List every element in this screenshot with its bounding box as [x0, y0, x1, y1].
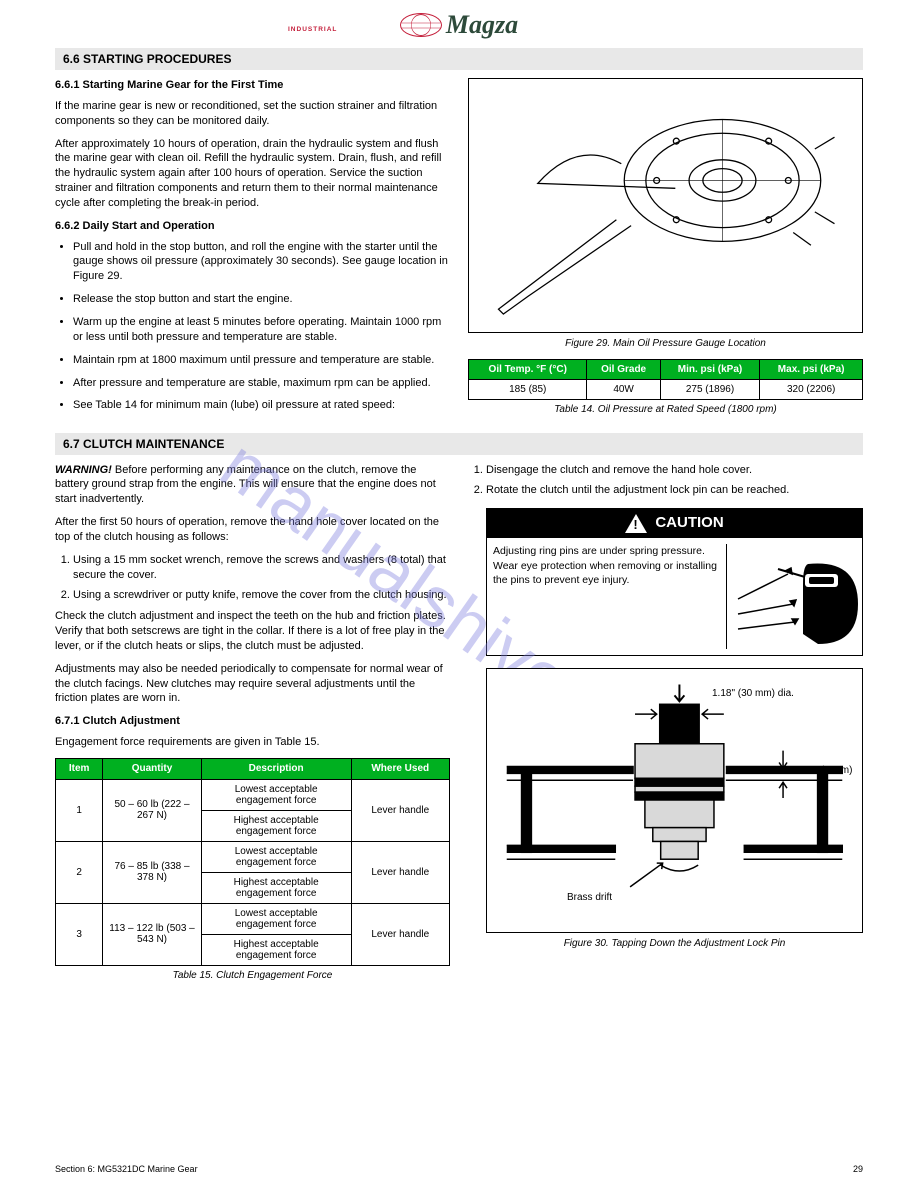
list-item: See Table 14 for minimum main (lube) oil… [73, 398, 450, 413]
td: Lever handle [351, 779, 450, 841]
footer: Section 6: MG5321DC Marine Gear 29 [55, 1164, 863, 1174]
td: Highest acceptable engagement force [201, 934, 351, 965]
footer-left: Section 6: MG5321DC Marine Gear [55, 1164, 198, 1174]
th: Oil Temp. °F (°C) [469, 359, 587, 380]
caution-body: Adjusting ring pins are under spring pre… [486, 538, 863, 656]
list-item: After pressure and temperature are stabl… [73, 376, 450, 391]
logo-industrial-text: INDUSTRIAL [288, 26, 337, 33]
td: 320 (2206) [760, 380, 863, 400]
list-item: Maintain rpm at 1800 maximum until press… [73, 353, 450, 368]
td: Highest acceptable engagement force [201, 810, 351, 841]
caution-label: CAUTION [655, 513, 723, 533]
footer-page: 29 [853, 1164, 863, 1174]
figure-29-caption: Figure 29. Main Oil Pressure Gauge Locat… [468, 337, 863, 351]
section-6-7-heading: 6.7 CLUTCH MAINTENANCE [55, 433, 863, 455]
td: Lowest acceptable engagement force [201, 841, 351, 872]
th: Quantity [103, 759, 202, 780]
list-item: Warm up the engine at least 5 minutes be… [73, 315, 450, 345]
para: After approximately 10 hours of operatio… [55, 137, 450, 211]
td: Lever handle [351, 903, 450, 965]
table-15: Item Quantity Description Where Used 1 5… [55, 758, 450, 966]
subhead-6-7-1: 6.7.1 Clutch Adjustment [55, 714, 450, 729]
fig30-dia-label: 1.18" (30 mm) dia. [712, 687, 794, 701]
td: Lowest acceptable engagement force [201, 779, 351, 810]
warning-para: WARNING! Before performing any maintenan… [55, 463, 450, 508]
list-item: Pull and hold in the stop button, and ro… [73, 240, 450, 285]
list-item: Rotate the clutch until the adjustment l… [486, 483, 863, 951]
th: Oil Grade [587, 359, 660, 380]
para: Adjustments may also be needed periodica… [55, 662, 450, 707]
td: Lowest acceptable engagement force [201, 903, 351, 934]
section-6-6-heading: 6.6 STARTING PROCEDURES [55, 48, 863, 70]
td: 40W [587, 380, 660, 400]
figure-29 [468, 78, 863, 333]
td: 3 [56, 903, 103, 965]
table-14: Oil Temp. °F (°C) Oil Grade Min. psi (kP… [468, 359, 863, 401]
list-item: Release the stop button and start the en… [73, 292, 450, 307]
th: Min. psi (kPa) [660, 359, 760, 380]
brand-text: Magza [446, 10, 518, 40]
eye-protection-icon [726, 544, 856, 649]
list-item: Using a screwdriver or putty knife, remo… [73, 588, 450, 603]
fig30-tool-label: Brass drift [567, 891, 612, 905]
warning-icon [625, 514, 647, 533]
td: 2 [56, 841, 103, 903]
td: 185 (85) [469, 380, 587, 400]
th: Item [56, 759, 103, 780]
para: After the first 50 hours of operation, r… [55, 515, 450, 545]
th: Max. psi (kPa) [760, 359, 863, 380]
list-item: Disengage the clutch and remove the hand… [486, 463, 863, 478]
header-logo: INDUSTRIAL Magza [55, 10, 863, 40]
table-15-caption: Table 15. Clutch Engagement Force [55, 969, 450, 983]
figure-30-caption: Figure 30. Tapping Down the Adjustment L… [486, 937, 863, 951]
td: 113 – 122 lb (503 – 543 N) [103, 903, 202, 965]
figure-30: 1.18" (30 mm) dia. 0.16" (4 mm) Brass dr… [486, 668, 863, 933]
th: Description [201, 759, 351, 780]
subhead-6-6-2: 6.6.2 Daily Start and Operation [55, 219, 450, 234]
para: If the marine gear is new or recondition… [55, 99, 450, 129]
para: Check the clutch adjustment and inspect … [55, 609, 450, 654]
td: 50 – 60 lb (222 – 267 N) [103, 779, 202, 841]
caution-text: Adjusting ring pins are under spring pre… [493, 544, 720, 649]
th: Where Used [351, 759, 450, 780]
caution-bar: CAUTION [486, 508, 863, 538]
para: Engagement force requirements are given … [55, 735, 450, 750]
list-item: Using a 15 mm socket wrench, remove the … [73, 553, 450, 583]
td: 275 (1896) [660, 380, 760, 400]
table-14-caption: Table 14. Oil Pressure at Rated Speed (1… [468, 403, 863, 417]
globe-icon [400, 13, 442, 37]
subhead-6-6-1: 6.6.1 Starting Marine Gear for the First… [55, 78, 450, 93]
fig30-gap-label: 0.16" (4 mm) [795, 764, 852, 778]
td: Lever handle [351, 841, 450, 903]
td: 1 [56, 779, 103, 841]
td: Highest acceptable engagement force [201, 872, 351, 903]
td: 76 – 85 lb (338 – 378 N) [103, 841, 202, 903]
